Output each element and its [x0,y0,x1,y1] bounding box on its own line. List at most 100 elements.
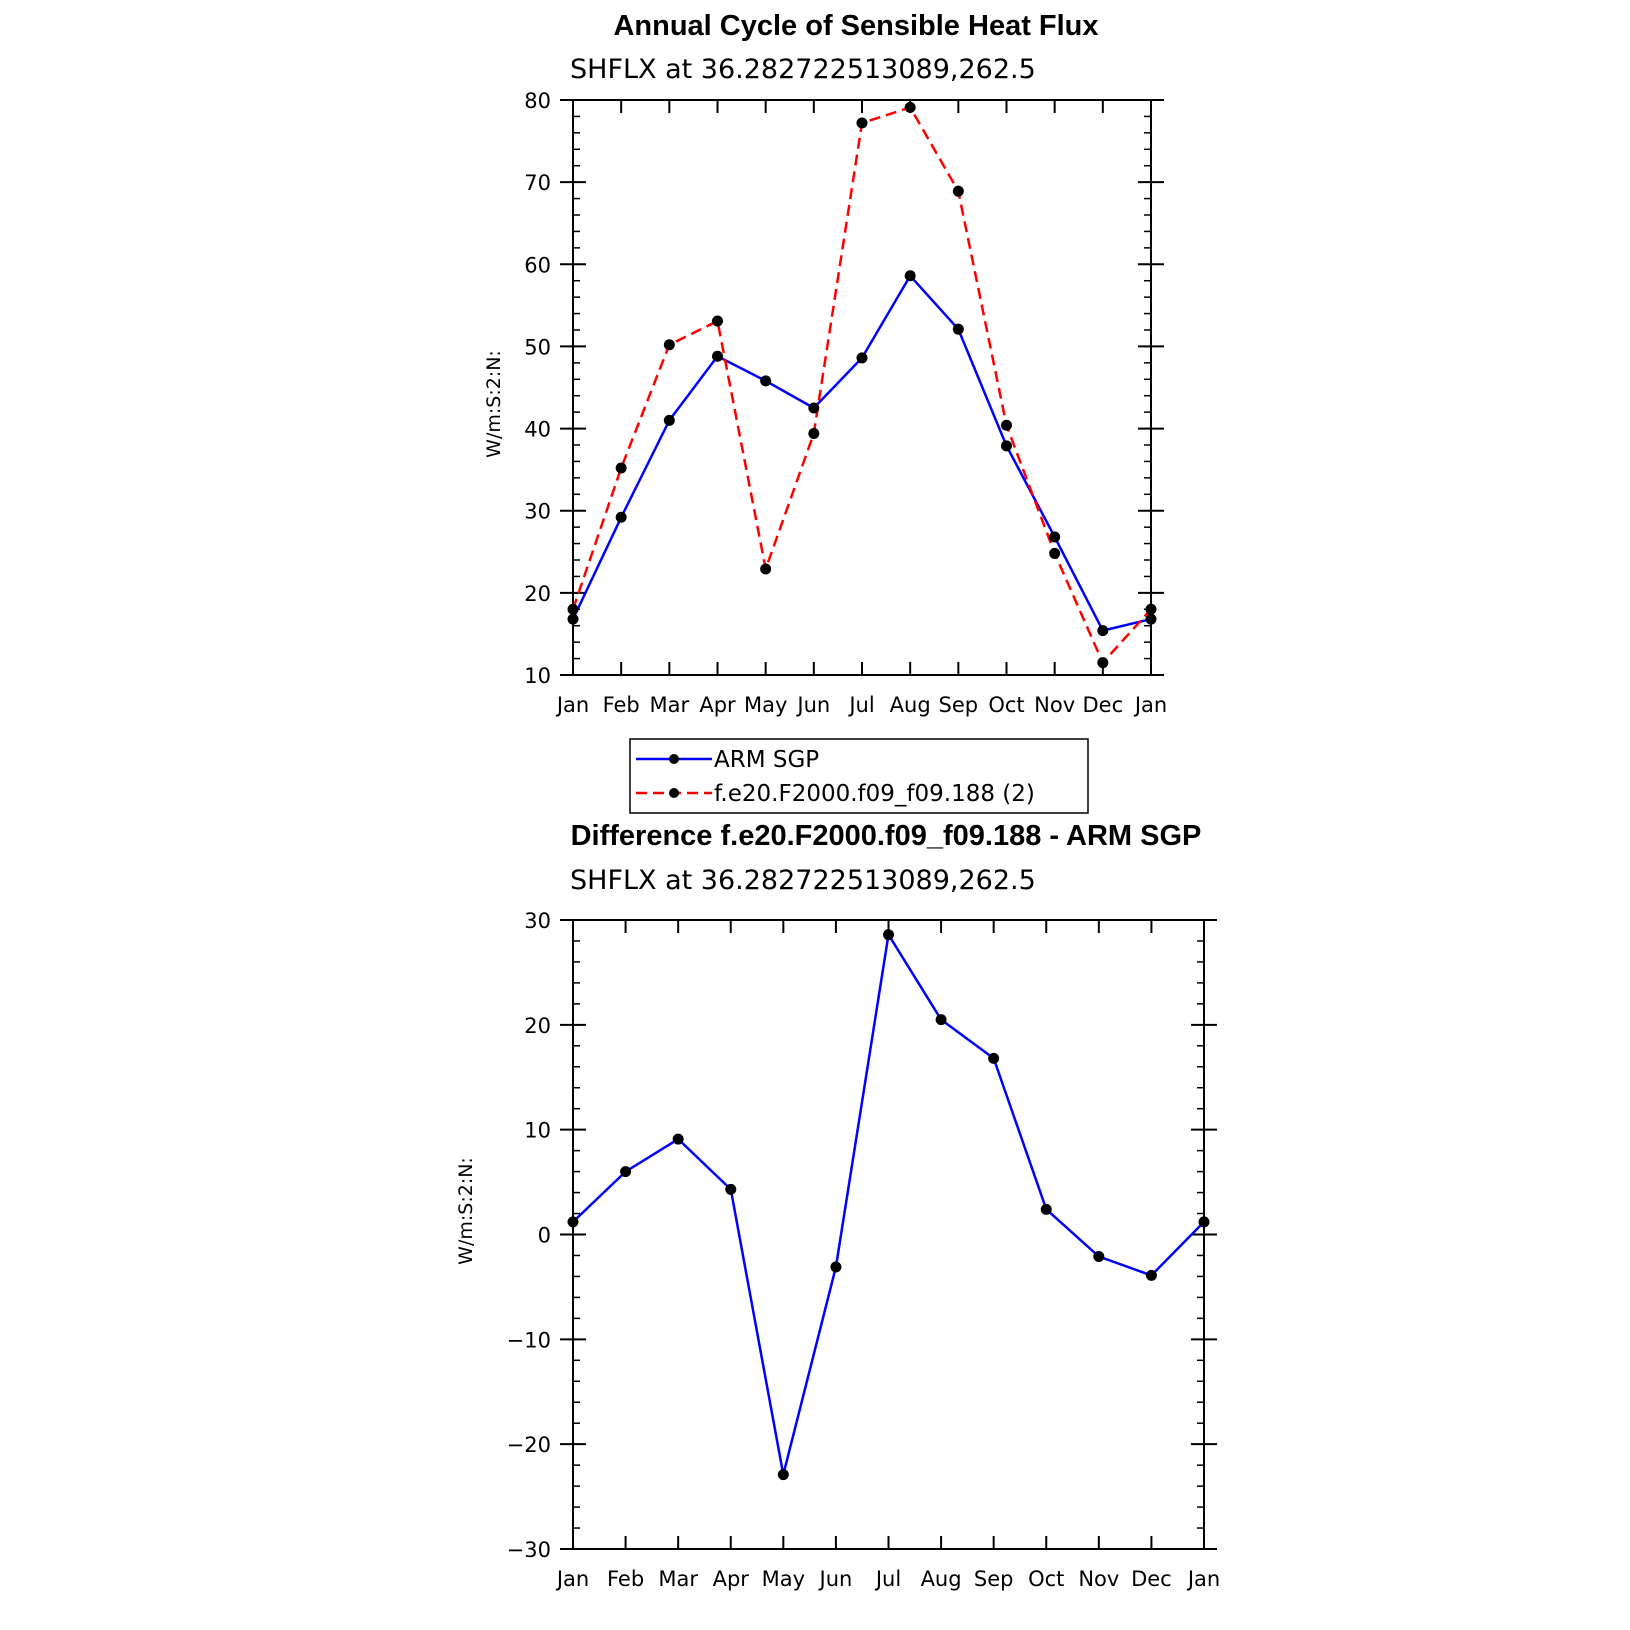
series-0-point [1049,531,1061,543]
x-tick-label: Jun [818,1567,853,1591]
series-1-point [567,603,579,615]
x-tick-label: Mar [658,1567,698,1591]
series-0-point [760,375,772,387]
legend-box [629,738,1089,814]
series-1-point [1001,419,1012,431]
annual-cycle-axes: Jan Feb Mar Apr May Jun Jul Aug Sep Oct Nov Dec Jan1… [524,89,1167,717]
x-tick-label: Oct [988,693,1024,717]
annual-cycle-title: Annual Cycle of Sensible Heat Flux [613,10,1098,42]
x-tick-label: Apr [713,1567,750,1591]
series-1-point [1049,547,1061,559]
x-tick-label: Jul [874,1567,901,1591]
series-0-point [620,1166,632,1178]
series-1-point [663,339,675,351]
x-tick-label: Feb [603,693,640,717]
series-1-point [1145,603,1157,615]
x-tick-label: Dec [1083,693,1124,717]
difference-subtitle: SHFLX at 36.282722513089,262.5 [570,865,1036,896]
difference-series [567,929,1210,1481]
series-0-point [1198,1216,1210,1228]
plot-frame [572,99,1152,676]
series-1-point [904,101,916,113]
x-tick-label: Feb [607,1567,644,1591]
difference-y-axis-label: W/m:S:2:N: [455,1157,477,1265]
series-1-point [952,185,964,197]
series-0-point [935,1014,947,1026]
x-tick-label: Aug [921,1567,962,1591]
series-0-point [712,350,723,362]
series-1-point [712,315,723,327]
y-tick-label: 0 [538,1224,551,1248]
y-tick-label: 60 [524,253,551,277]
series-0-point [1093,1251,1105,1263]
annual-cycle-subtitle: SHFLX at 36.282722513089,262.5 [570,54,1036,85]
x-tick-label: Sep [974,1567,1014,1591]
legend-marker-arm-sgp [669,754,679,764]
series-0-point [1001,440,1012,452]
y-tick-label: −10 [507,1328,551,1352]
series-0-point [567,1216,579,1228]
series-0-point [1040,1203,1052,1215]
series-1-point [760,563,772,575]
y-tick-label: 20 [524,582,551,606]
x-tick-label: May [762,1567,805,1591]
y-tick-label: 30 [524,909,551,933]
annual-cycle-panel: Annual Cycle of Sensible Heat Flux SHFLX… [483,10,1167,717]
series-0-point [856,352,868,364]
series-0-point [1145,613,1157,625]
y-tick-label: −20 [507,1433,551,1457]
x-tick-label: Jan [555,1567,589,1591]
series-0-point [777,1469,789,1481]
x-tick-label: Jan [1133,693,1167,717]
series-0-point [567,613,579,625]
x-tick-label: Dec [1131,1567,1172,1591]
series-1-point [615,462,627,474]
difference-panel: Difference f.e20.F2000.f09_f09.188 - ARM… [455,820,1220,1591]
series-0-point [988,1052,1000,1064]
series-0-point [904,270,916,282]
series-0-point [663,414,675,426]
x-tick-label: Jan [555,693,589,717]
series-line-0 [572,933,1205,1476]
x-tick-label: Oct [1028,1567,1064,1591]
x-tick-label: Jun [795,693,830,717]
difference-title: Difference f.e20.F2000.f09_f09.188 - ARM… [571,820,1202,852]
legend: ARM SGP f.e20.F2000.f09_f09.188 (2) [629,738,1089,814]
series-0-point [725,1183,737,1195]
series-0-point [808,402,820,414]
series-0-point [1097,625,1109,637]
y-tick-label: 50 [524,335,551,359]
x-tick-label: Aug [890,693,931,717]
x-tick-label: Jan [1186,1567,1220,1591]
series-1-point [1097,657,1109,669]
x-tick-label: Mar [650,693,690,717]
series-1-point [808,428,820,439]
x-tick-label: Apr [699,693,736,717]
x-tick-label: Nov [1034,693,1075,717]
x-tick-label: Sep [939,693,979,717]
x-tick-label: Jul [847,693,874,717]
series-0-point [1145,1269,1157,1281]
y-tick-label: 70 [524,171,551,195]
y-tick-label: 10 [524,664,551,688]
plot-frame [572,919,1205,1550]
series-0-point [672,1133,684,1145]
x-tick-label: May [744,693,787,717]
annual-cycle-y-axis-label: W/m:S:2:N: [483,350,505,458]
annual-cycle-series [567,101,1157,669]
legend-label-model: f.e20.F2000.f09_f09.188 (2) [714,781,1035,807]
series-0-point [883,929,894,941]
difference-axes: Jan Feb Mar Apr May Jun Jul Aug Sep Oct Nov Dec Jan−… [507,909,1221,1591]
y-tick-label: 80 [524,89,551,113]
y-tick-label: −30 [507,1538,551,1562]
series-0-point [615,511,627,523]
legend-label-arm-sgp: ARM SGP [714,747,819,773]
x-tick-label: Nov [1078,1567,1119,1591]
y-tick-label: 20 [524,1014,551,1038]
y-tick-label: 10 [524,1119,551,1143]
series-1-point [856,117,868,129]
y-tick-label: 30 [524,500,551,524]
series-0-point [952,323,964,335]
series-line-0 [571,274,1152,632]
